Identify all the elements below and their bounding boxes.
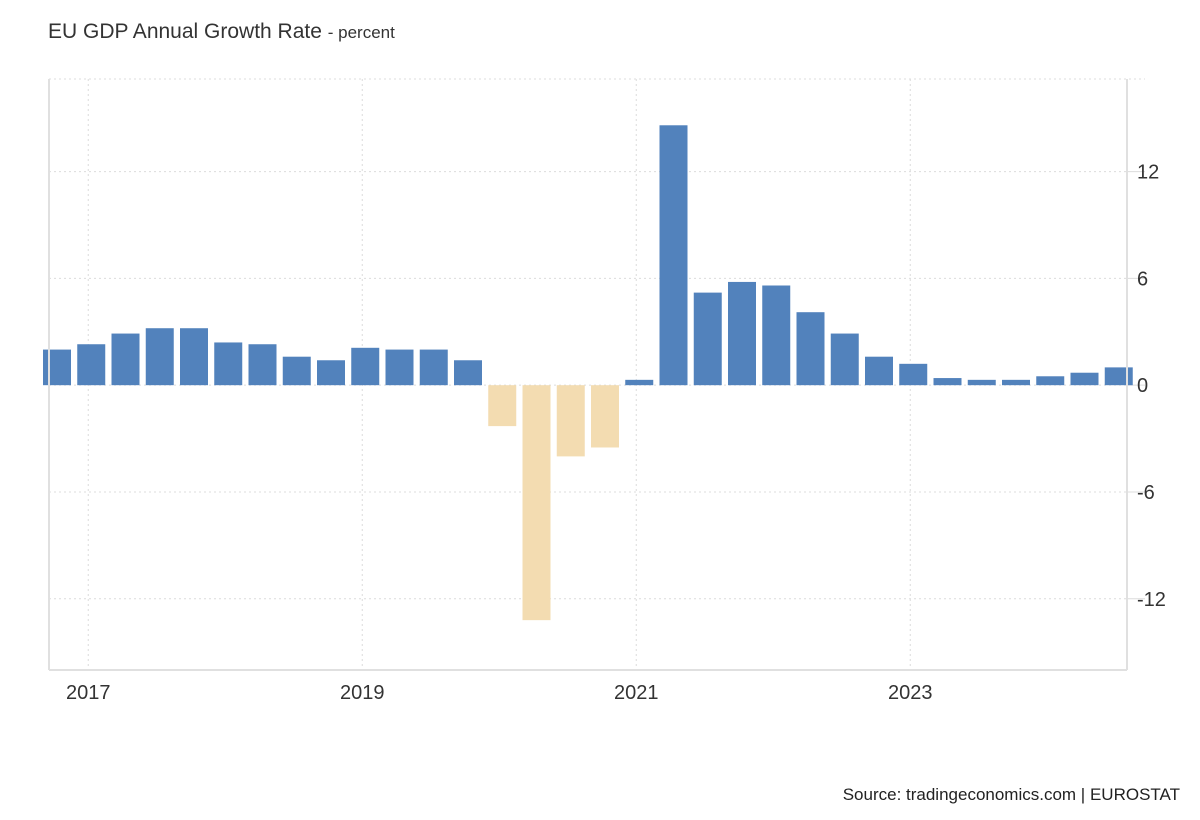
- bar-2022Q3: [830, 333, 859, 386]
- bar-2022Q1: [762, 285, 791, 386]
- bar-2017Q1: [77, 344, 106, 386]
- bar-2020Q4: [591, 385, 619, 448]
- bar-2023Q4: [1002, 379, 1030, 386]
- y-tick-label: -6: [1137, 482, 1155, 504]
- bar-2024Q3: [1104, 367, 1133, 386]
- bar-2018Q3: [282, 356, 311, 386]
- bar-2023Q3: [967, 379, 996, 386]
- bar-2021Q2: [659, 125, 688, 386]
- bar-2017Q2: [111, 333, 140, 386]
- x-tick-label: 2017: [66, 682, 111, 704]
- bar-2021Q3: [693, 292, 722, 386]
- bar-2021Q1: [625, 379, 654, 386]
- x-tick-label: 2023: [888, 682, 933, 704]
- bar-2024Q1: [1036, 376, 1065, 386]
- bar-2017Q4: [180, 328, 208, 386]
- bar-2022Q2: [796, 312, 825, 386]
- bar-2023Q1: [899, 363, 928, 386]
- bar-2018Q1: [214, 342, 243, 386]
- bar-2019Q3: [419, 349, 448, 386]
- bar-2023Q2: [933, 378, 962, 386]
- y-tick-label: -12: [1137, 589, 1166, 611]
- bar-2019Q2: [385, 349, 414, 386]
- chart-title: EU GDP Annual Growth Rate - percent: [48, 20, 395, 44]
- bar-2017Q3: [145, 328, 174, 386]
- bar-2016Q4: [43, 349, 71, 386]
- bar-2018Q4: [317, 360, 345, 386]
- bar-2018Q2: [248, 344, 277, 386]
- bar-2020Q3: [556, 385, 585, 457]
- bar-2024Q2: [1070, 372, 1099, 386]
- y-tick-label: 0: [1137, 375, 1148, 397]
- title-text: EU GDP Annual Growth Rate: [48, 20, 322, 43]
- x-tick-label: 2021: [614, 682, 659, 704]
- bar-2019Q1: [351, 347, 380, 386]
- bar-2021Q4: [728, 281, 756, 386]
- y-tick-label: 6: [1137, 268, 1148, 290]
- y-tick-label: 12: [1137, 162, 1159, 184]
- x-tick-label: 2019: [340, 682, 385, 704]
- source-note: Source: tradingeconomics.com | EUROSTAT: [842, 785, 1180, 804]
- bar-2022Q4: [865, 356, 893, 386]
- bar-2020Q2: [522, 385, 551, 621]
- bar-2019Q4: [454, 360, 482, 386]
- chart-subtitle: - percent: [327, 23, 395, 42]
- bar-2020Q1: [488, 385, 517, 427]
